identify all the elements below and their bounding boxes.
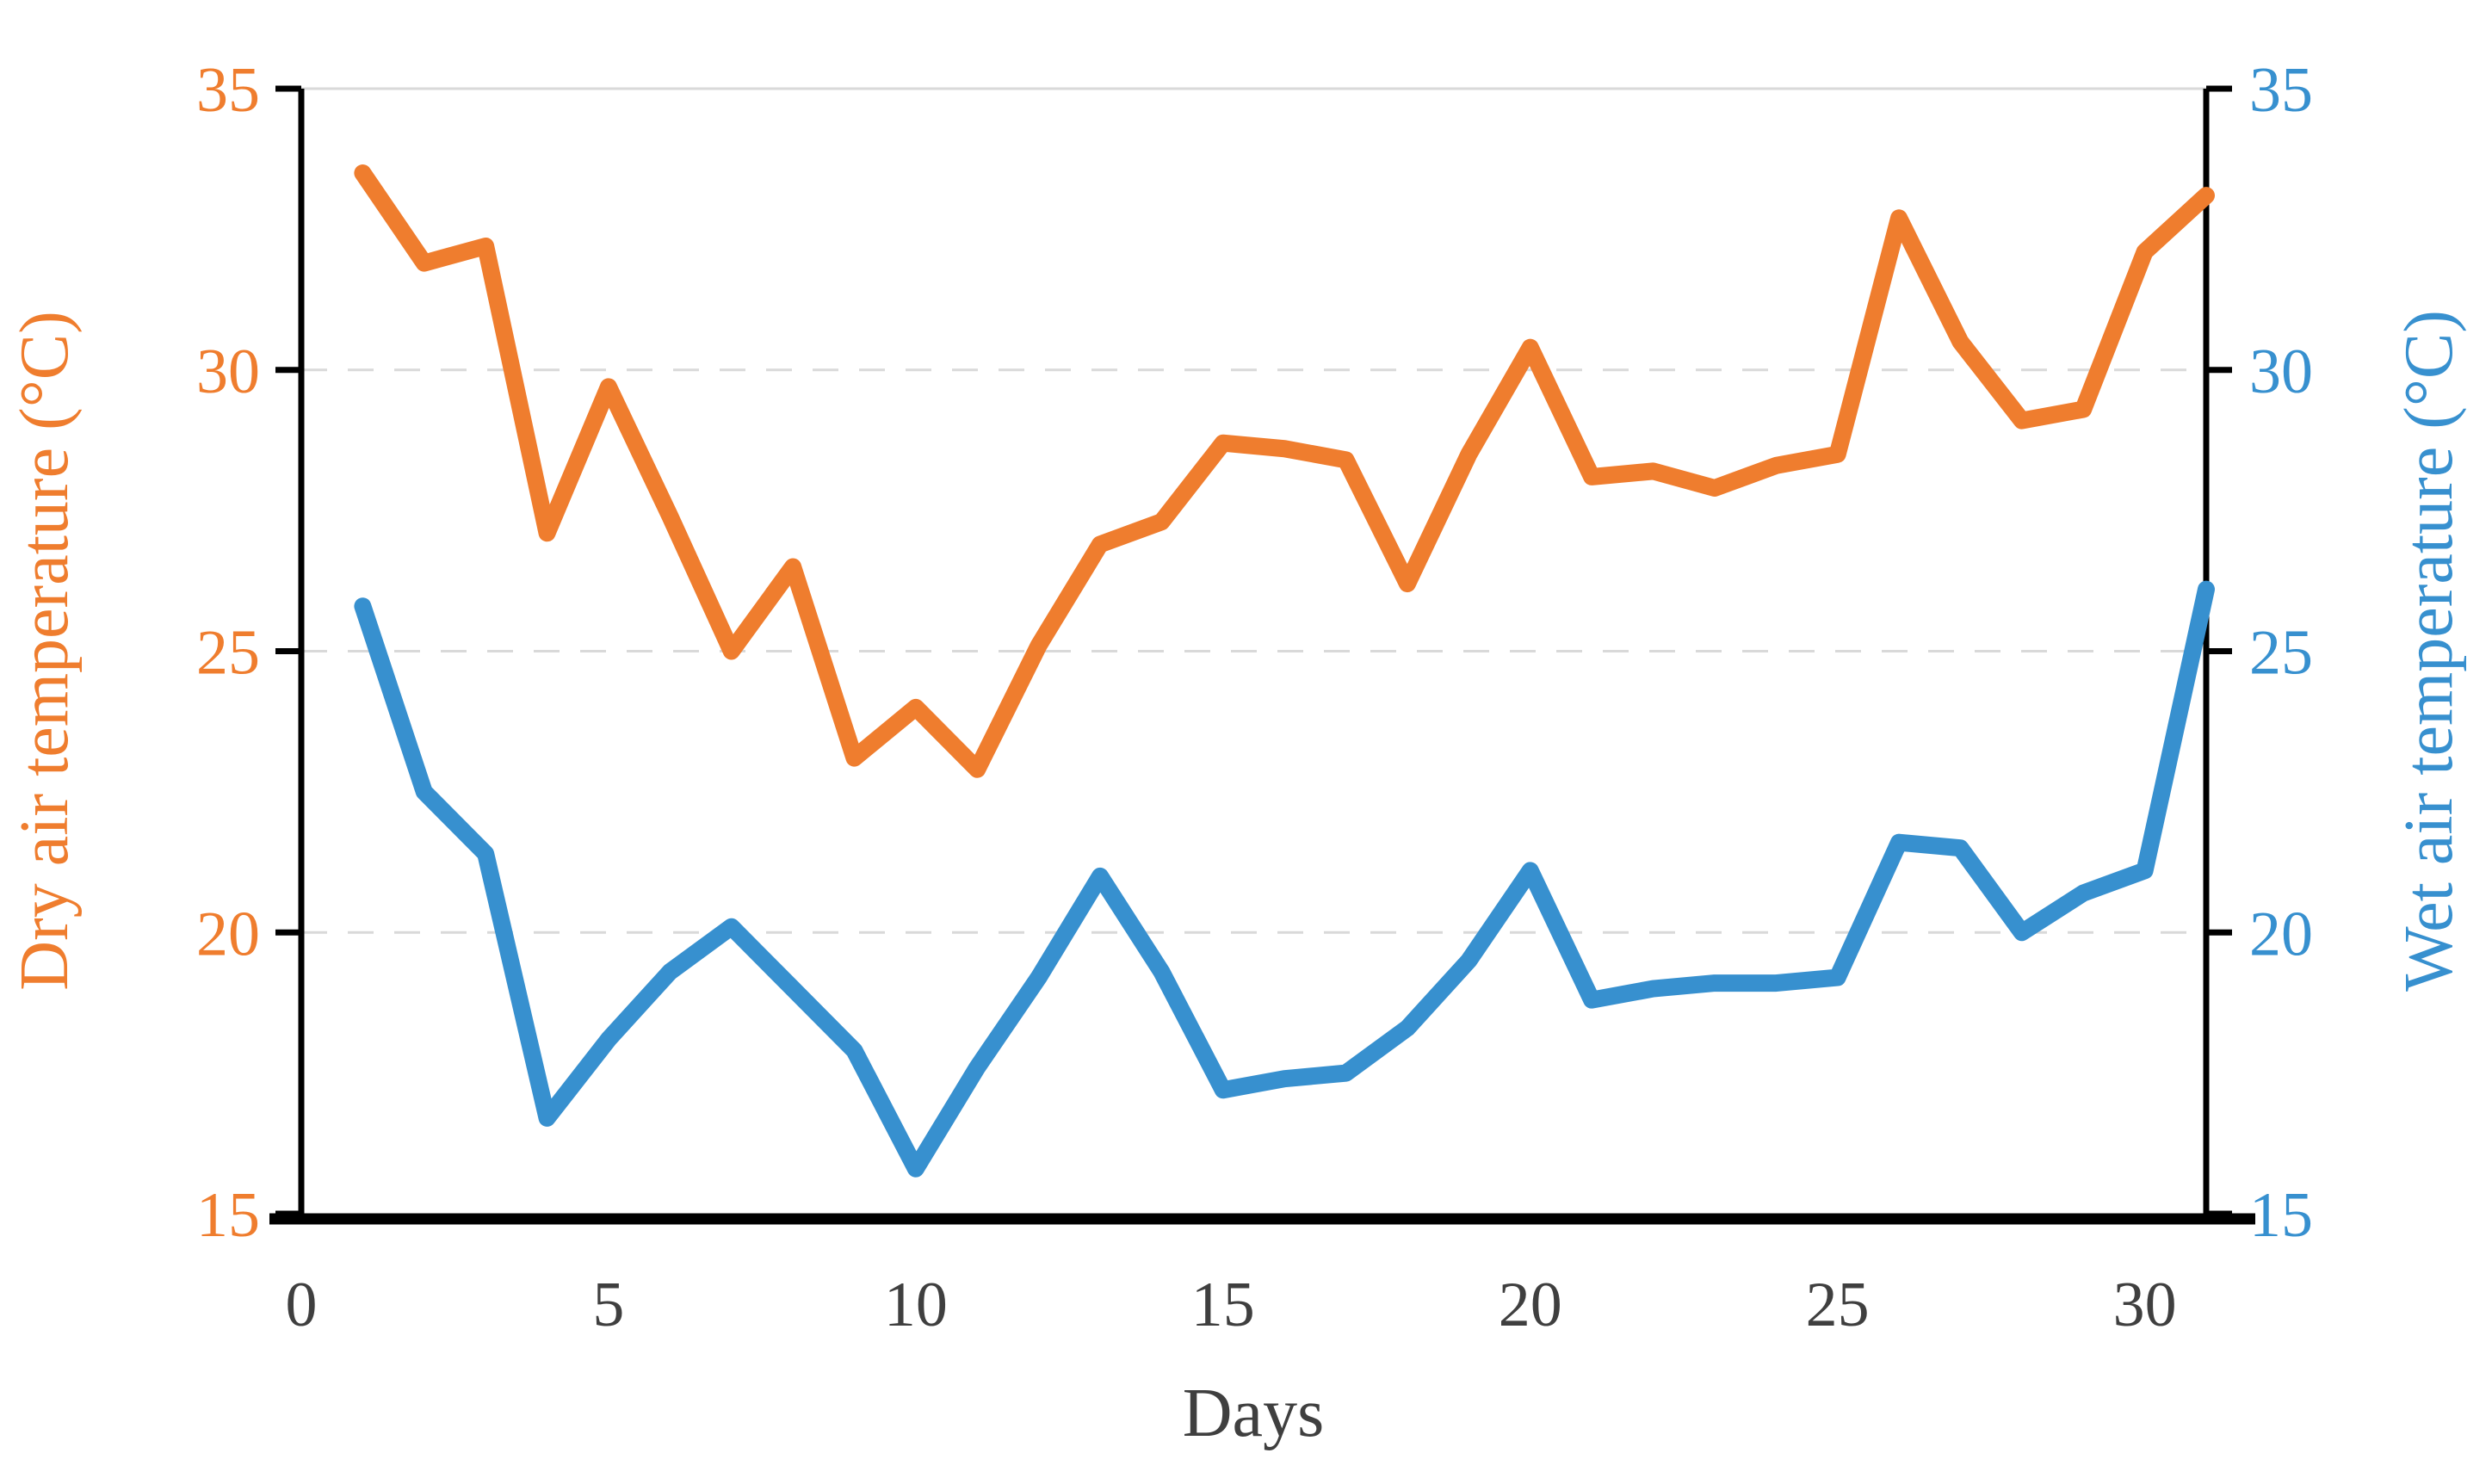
x-tick-label-30: 30: [2113, 1270, 2177, 1340]
x-tick-label-20: 20: [1499, 1270, 1562, 1340]
x-tick-label-0: 0: [286, 1270, 318, 1340]
right-tick-label-35: 35: [2249, 55, 2313, 126]
x-tick-label-25: 25: [1806, 1270, 1870, 1340]
x-tick-label-15: 15: [1191, 1270, 1255, 1340]
data-series: [354, 164, 2215, 1178]
x-tick-label-10: 10: [884, 1270, 948, 1340]
chart-line-dry: [354, 164, 2215, 778]
axes: [269, 85, 2255, 1225]
chart-line-wet: [354, 580, 2215, 1178]
gridlines: [301, 87, 2206, 934]
x-tick-label-5: 5: [592, 1270, 624, 1340]
right-tick-label-20: 20: [2249, 899, 2313, 969]
left-tick-label-35: 35: [196, 55, 260, 126]
left-tick-label-20: 20: [196, 899, 260, 969]
x-axis-title: Days: [1183, 1376, 1324, 1451]
right-axis-title: Wet air temperature (°C): [2391, 310, 2467, 992]
right-tick-label-15: 15: [2249, 1180, 2313, 1251]
tick-labels: 35 30 25 20 15 35 30 25 20 15 0 5 10 15 20 25 30: [196, 55, 2313, 1340]
left-axis-title: Dry air temperature (°C): [7, 311, 83, 990]
right-tick-label-30: 30: [2249, 337, 2313, 407]
left-tick-label-15: 15: [196, 1180, 260, 1251]
left-tick-label-30: 30: [196, 337, 260, 407]
right-tick-label-25: 25: [2249, 618, 2313, 689]
left-tick-label-25: 25: [196, 618, 260, 689]
